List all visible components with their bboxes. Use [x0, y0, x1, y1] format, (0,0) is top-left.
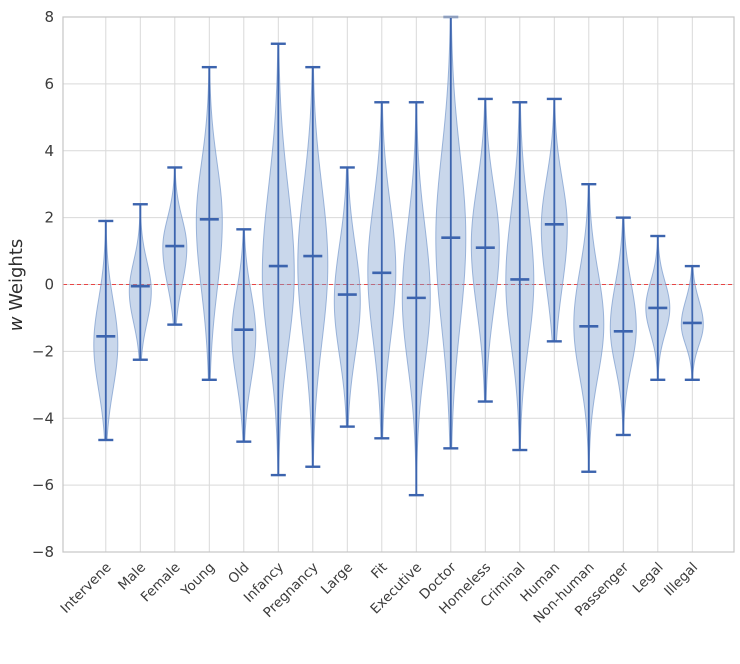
x-tick-label: Old	[225, 560, 253, 588]
x-tick-label: Legal	[630, 560, 667, 597]
whisker-group-large	[337, 166, 357, 428]
violin-layer	[93, 16, 704, 496]
frame-layer	[62, 16, 735, 553]
whisker-group-young	[199, 65, 219, 381]
y-tick-label: −4	[32, 409, 54, 427]
y-tick-label: 8	[44, 8, 54, 26]
x-tick-label: Large	[318, 560, 356, 598]
whisker-group-pregnancy	[303, 65, 323, 468]
whisker-group-infancy	[268, 42, 288, 477]
x-tick-label: Intervene	[57, 560, 114, 617]
y-axis-title-italic: w	[6, 316, 27, 331]
y-tick-label: 0	[44, 276, 54, 294]
whisker-group-criminal	[510, 101, 530, 452]
x-tick-label: Fit	[368, 560, 391, 583]
whisker-group-male	[130, 203, 150, 361]
whisker-group-passenger	[613, 216, 633, 437]
whisker-group-female	[165, 166, 185, 326]
whisker-layer	[96, 15, 702, 497]
whisker-group-legal	[648, 234, 668, 381]
y-axis-title: w Weights	[6, 239, 27, 332]
plot-frame	[62, 16, 735, 553]
y-tick-label: 2	[44, 209, 54, 227]
whisker-group-fit	[372, 101, 392, 440]
x-tick-label: Young	[178, 560, 219, 601]
y-tick-label: −6	[32, 476, 54, 494]
whisker-group-homeless	[475, 97, 495, 403]
whisker-group-human	[544, 97, 564, 343]
whisker-group-intervene	[96, 219, 116, 442]
whisker-group-illegal	[682, 264, 702, 381]
y-tick-label: 6	[44, 75, 54, 93]
x-tick-label: Illegal	[661, 560, 701, 600]
y-tick-label: −8	[32, 543, 54, 561]
whisker-group-executive	[406, 101, 426, 497]
whisker-group-non-human	[579, 182, 599, 473]
whisker-group-old	[234, 228, 254, 443]
y-tick-label: 4	[44, 142, 54, 160]
y-axis-title-rest: Weights	[6, 239, 27, 317]
y-tick-label: −2	[32, 342, 54, 360]
